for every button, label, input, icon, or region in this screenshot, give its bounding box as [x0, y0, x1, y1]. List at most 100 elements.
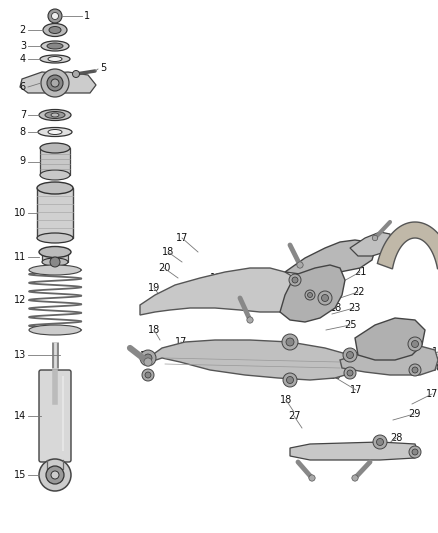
Ellipse shape [29, 325, 81, 335]
Text: 13: 13 [14, 350, 26, 360]
Circle shape [297, 262, 303, 268]
Polygon shape [355, 318, 425, 360]
Text: 28: 28 [390, 433, 403, 443]
Circle shape [289, 274, 301, 286]
Bar [40, 148, 70, 175]
Text: 12: 12 [14, 295, 26, 305]
Ellipse shape [40, 55, 70, 63]
Ellipse shape [29, 265, 81, 275]
Circle shape [51, 79, 59, 87]
Ellipse shape [41, 41, 69, 51]
Text: 18: 18 [330, 303, 342, 313]
Circle shape [247, 317, 253, 323]
Circle shape [408, 337, 422, 351]
Text: 2: 2 [20, 25, 26, 35]
Text: 25: 25 [344, 320, 357, 330]
Text: 9: 9 [20, 157, 26, 166]
Circle shape [344, 367, 356, 379]
Circle shape [305, 290, 315, 300]
Circle shape [39, 459, 71, 491]
Text: 15: 15 [14, 470, 26, 480]
Text: 18: 18 [210, 273, 222, 283]
Ellipse shape [40, 170, 70, 180]
Text: 18: 18 [162, 247, 174, 257]
Ellipse shape [39, 109, 71, 120]
Polygon shape [140, 268, 310, 315]
Text: 20: 20 [158, 263, 170, 273]
Polygon shape [285, 240, 375, 274]
Polygon shape [148, 340, 358, 380]
Ellipse shape [45, 111, 65, 118]
Bar [37, 188, 73, 238]
Text: 1: 1 [84, 11, 90, 21]
Polygon shape [340, 346, 438, 375]
Ellipse shape [37, 233, 73, 243]
Circle shape [372, 235, 378, 241]
Circle shape [47, 75, 63, 91]
Circle shape [48, 9, 62, 23]
Circle shape [346, 351, 353, 359]
Text: 23: 23 [348, 303, 360, 313]
Text: 17: 17 [175, 337, 187, 347]
Text: 21: 21 [354, 267, 366, 277]
Text: 7: 7 [20, 110, 26, 120]
Ellipse shape [51, 113, 59, 117]
Circle shape [52, 12, 59, 20]
Text: 18: 18 [280, 395, 292, 405]
Circle shape [41, 69, 69, 97]
Ellipse shape [38, 127, 72, 136]
Text: 26: 26 [328, 371, 340, 381]
Ellipse shape [40, 143, 70, 153]
Text: 22: 22 [352, 287, 364, 297]
Ellipse shape [39, 246, 71, 257]
Polygon shape [350, 232, 392, 256]
Circle shape [50, 257, 60, 267]
Ellipse shape [43, 23, 67, 36]
Polygon shape [20, 72, 96, 93]
Circle shape [343, 348, 357, 362]
Circle shape [352, 475, 358, 481]
Text: 18: 18 [432, 347, 438, 357]
Circle shape [286, 338, 294, 346]
Polygon shape [280, 265, 345, 322]
Circle shape [286, 376, 293, 384]
Text: 17: 17 [426, 389, 438, 399]
Circle shape [144, 358, 152, 366]
Ellipse shape [48, 56, 62, 61]
Circle shape [283, 373, 297, 387]
FancyBboxPatch shape [39, 370, 71, 462]
Circle shape [140, 350, 156, 366]
Text: 17: 17 [340, 355, 353, 365]
Text: 8: 8 [20, 127, 26, 137]
Circle shape [145, 372, 151, 378]
Circle shape [51, 471, 59, 479]
Text: 3: 3 [20, 41, 26, 51]
Circle shape [411, 341, 418, 348]
Text: 29: 29 [408, 409, 420, 419]
Text: 17: 17 [350, 385, 362, 395]
Circle shape [282, 334, 298, 350]
Text: 14: 14 [14, 411, 26, 421]
Polygon shape [290, 442, 418, 460]
Text: 17: 17 [176, 233, 188, 243]
Circle shape [309, 475, 315, 481]
Ellipse shape [48, 130, 62, 134]
Circle shape [409, 446, 421, 458]
Circle shape [307, 293, 312, 297]
Circle shape [412, 367, 418, 373]
Ellipse shape [37, 182, 73, 194]
Text: 10: 10 [14, 208, 26, 218]
Circle shape [412, 449, 418, 455]
Text: 19: 19 [148, 283, 160, 293]
Text: 4: 4 [20, 54, 26, 64]
Circle shape [142, 369, 154, 381]
Circle shape [321, 295, 328, 302]
Circle shape [292, 277, 298, 283]
Circle shape [318, 291, 332, 305]
Ellipse shape [42, 258, 68, 266]
Ellipse shape [47, 43, 63, 49]
Circle shape [409, 364, 421, 376]
Circle shape [144, 354, 152, 362]
Text: 30: 30 [430, 363, 438, 373]
Text: 27: 27 [288, 411, 300, 421]
